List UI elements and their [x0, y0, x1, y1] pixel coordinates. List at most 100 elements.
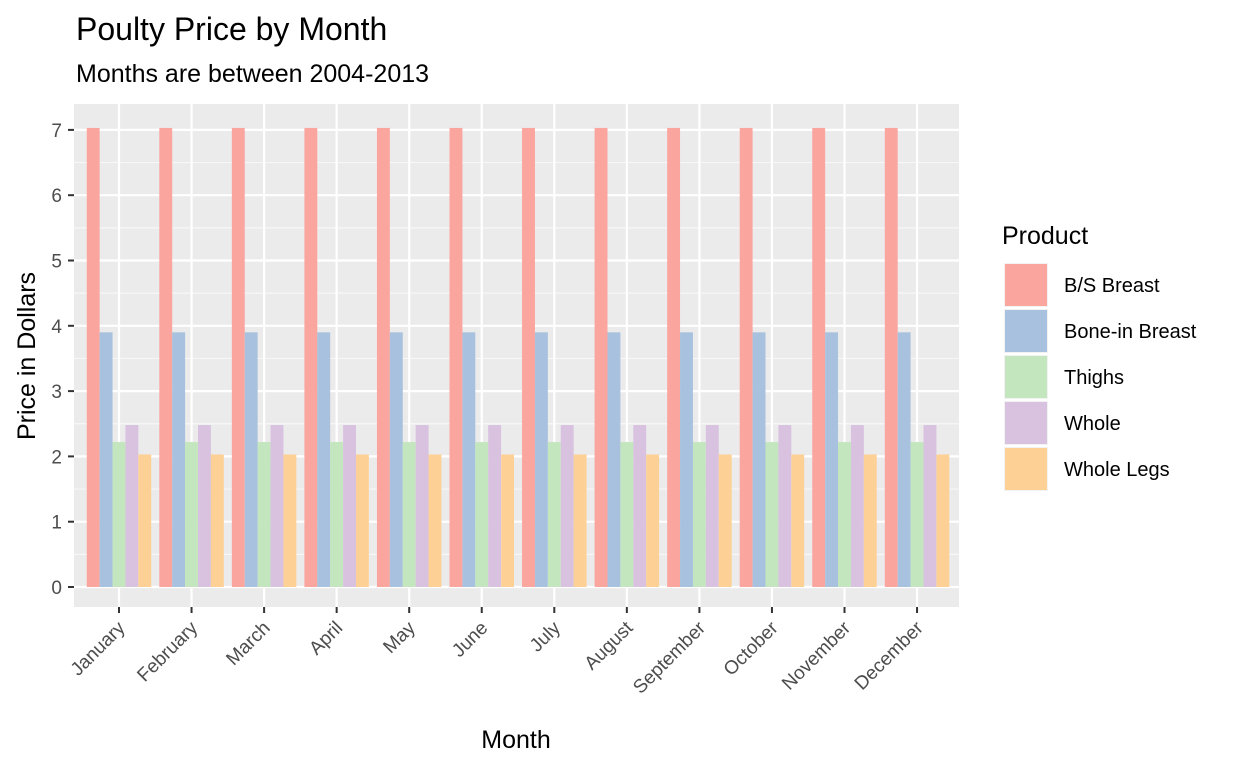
- bar: [923, 425, 937, 587]
- bar: [633, 425, 647, 587]
- bar: [884, 127, 898, 587]
- legend-items: B/S Breast Bone-in Breast Thighs Whole Whole…: [1004, 263, 1197, 491]
- bar: [936, 454, 950, 587]
- x-tick-label: October: [720, 617, 783, 680]
- chart-title: Poulty Price by Month: [76, 11, 387, 47]
- y-tick-label: 0: [51, 578, 62, 599]
- bar: [244, 332, 258, 587]
- bar: [172, 332, 186, 587]
- y-tick-label: 7: [51, 121, 62, 142]
- bar: [462, 332, 476, 587]
- y-tick-label: 6: [51, 186, 62, 207]
- x-tick-label: November: [778, 617, 855, 694]
- bar: [125, 425, 139, 587]
- bar: [270, 425, 284, 587]
- x-axis-title: Month: [481, 726, 550, 754]
- x-tick-label: July: [526, 617, 565, 656]
- y-tick-label: 3: [51, 382, 62, 403]
- bar: [739, 127, 753, 587]
- bar: [428, 454, 442, 587]
- x-axis: January February March April May June July Augu…: [67, 607, 928, 698]
- bar: [283, 454, 297, 587]
- bar: [594, 127, 608, 587]
- bar: [573, 454, 587, 587]
- x-tick-label: August: [581, 617, 638, 674]
- bar: [185, 442, 198, 587]
- y-tick-label: 5: [51, 252, 62, 273]
- legend-label: Whole: [1064, 413, 1121, 435]
- bar: [376, 127, 390, 587]
- legend-swatch: [1005, 356, 1047, 398]
- y-tick-label: 4: [51, 317, 62, 338]
- bar: [317, 332, 331, 587]
- y-tick-label: 1: [51, 513, 62, 534]
- bar: [778, 425, 792, 587]
- legend-swatch: [1005, 264, 1047, 306]
- bar: [752, 332, 766, 587]
- bar: [850, 425, 864, 587]
- bar: [560, 425, 574, 587]
- bar: [897, 332, 911, 587]
- bar: [356, 454, 369, 587]
- legend-title: Product: [1002, 222, 1088, 250]
- bar: [910, 442, 924, 587]
- bar: [620, 442, 634, 587]
- bar: [415, 425, 429, 587]
- y-tick-label: 2: [51, 447, 62, 468]
- x-tick-label: September: [629, 617, 710, 698]
- bar: [667, 127, 681, 587]
- legend: Product B/S Breast Bone-in Breast Thighs Wh…: [1002, 222, 1197, 491]
- bar: [718, 454, 732, 587]
- bar: [159, 127, 173, 587]
- bar: [863, 454, 877, 587]
- bar: [389, 332, 403, 587]
- bar: [343, 425, 356, 587]
- legend-label: Whole Legs: [1064, 459, 1170, 481]
- legend-label: Thighs: [1064, 367, 1124, 389]
- legend-swatch: [1005, 402, 1047, 444]
- bar: [402, 442, 416, 587]
- bar: [534, 332, 548, 587]
- bar: [99, 332, 113, 587]
- bar: [825, 332, 839, 587]
- bar: [607, 332, 621, 587]
- legend-label: B/S Breast: [1064, 275, 1160, 297]
- bar: [86, 127, 100, 587]
- bar: [705, 425, 719, 587]
- bar: [791, 454, 805, 587]
- y-axis-title: Price in Dollars: [13, 272, 41, 440]
- bar: [475, 442, 489, 587]
- x-tick-label: February: [133, 617, 202, 686]
- x-tick-label: April: [305, 618, 347, 660]
- bar: [522, 127, 535, 587]
- legend-swatch: [1005, 448, 1047, 490]
- y-axis: 0 1 2 3 4 5 6 7: [51, 121, 74, 599]
- bar: [330, 442, 344, 587]
- bar: [501, 454, 514, 587]
- chart-subtitle: Months are between 2004-2013: [76, 60, 429, 88]
- bar: [231, 127, 245, 587]
- bar: [547, 442, 561, 587]
- x-tick-label: December: [851, 617, 928, 694]
- bar: [257, 442, 271, 587]
- bar: [812, 127, 826, 587]
- x-tick-label: May: [379, 617, 420, 658]
- bars: [86, 127, 950, 587]
- x-tick-label: January: [67, 617, 130, 680]
- bar: [765, 442, 779, 587]
- bar: [210, 454, 224, 587]
- x-tick-label: June: [448, 618, 492, 662]
- bar: [112, 442, 126, 587]
- bar: [692, 442, 706, 587]
- bar: [838, 442, 851, 587]
- legend-label: Bone-in Breast: [1064, 321, 1197, 343]
- bar: [198, 425, 211, 587]
- bar: [488, 425, 502, 587]
- bar: [646, 454, 660, 587]
- bar: [304, 127, 318, 587]
- legend-swatch: [1005, 310, 1047, 352]
- bar: [680, 332, 693, 587]
- bar: [449, 127, 463, 587]
- bar: [138, 454, 152, 587]
